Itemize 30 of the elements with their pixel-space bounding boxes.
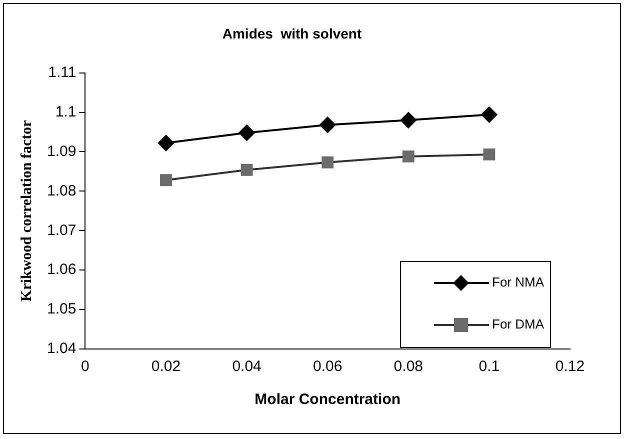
point: [402, 150, 414, 162]
point: [400, 112, 416, 128]
y-tick-label: 1.1: [55, 103, 76, 120]
x-tick-label: 0.12: [555, 358, 585, 376]
y-axis-title: Krikwood correlation factor: [18, 120, 35, 302]
chart-title: Amides with solvent: [222, 25, 362, 42]
x-tick-label: 0.04: [232, 358, 262, 376]
y-tick-label: 1.05: [46, 300, 76, 318]
point: [240, 164, 253, 176]
point: [320, 116, 336, 133]
point: [322, 156, 334, 168]
y-tick-label: 1.06: [46, 261, 76, 278]
x-tick-label: 0: [81, 358, 90, 376]
x-tick-label: 0.06: [312, 358, 342, 376]
x-tick-label: 0.1: [478, 358, 500, 376]
y-tick-label: 1.04: [46, 340, 76, 358]
legend-label: For NMA: [492, 274, 544, 290]
y-tick-label: 1.11: [48, 64, 76, 81]
y-tick-label: 1.08: [46, 182, 76, 200]
point: [483, 148, 496, 160]
x-tick-label: 0.08: [394, 358, 423, 376]
y-tick-label: 1.07: [46, 222, 76, 239]
point: [160, 174, 172, 186]
point: [158, 135, 174, 152]
x-tick-label: 0.02: [151, 358, 181, 376]
point: [238, 124, 255, 141]
legend-label: For DMA: [492, 316, 544, 332]
x-axis-title: Molar Concentration: [254, 391, 401, 408]
y-tick-label: 1.09: [46, 142, 76, 160]
point: [481, 106, 498, 123]
